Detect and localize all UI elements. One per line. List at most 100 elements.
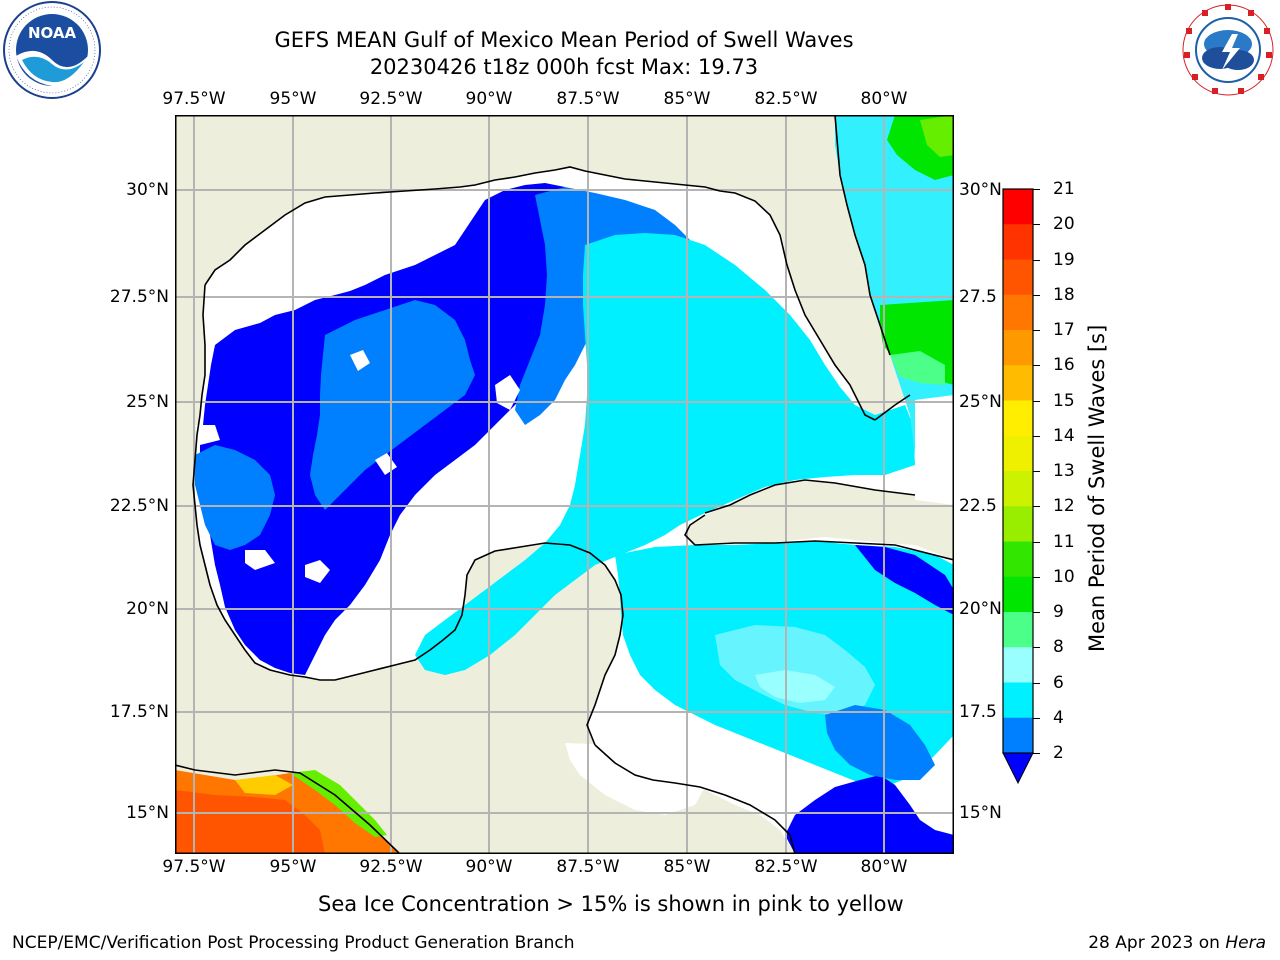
colorbar-under-triangle (1002, 752, 1034, 785)
colorbar-segment (1003, 259, 1033, 296)
map-frame (175, 115, 954, 854)
lat-label-left: 20°N (126, 599, 169, 619)
colorbar-tick-label: 18 (1053, 284, 1075, 305)
lat-label-right: 15°N (959, 803, 1002, 823)
colorbar-tick-mark (1033, 189, 1040, 190)
colorbar-segment (1003, 541, 1033, 578)
footer-machine: Hera (1225, 933, 1266, 953)
lat-label-left: 22.5°N (109, 496, 169, 516)
map-panel (175, 115, 954, 854)
colorbar-tick-mark (1033, 224, 1040, 226)
lat-label-left: 25°N (126, 392, 169, 412)
colorbar-tick-mark (1033, 294, 1040, 296)
colorbar-segment (1003, 189, 1033, 225)
colorbar-tick-label: 17 (1053, 320, 1075, 340)
lat-label-left: 17.5°N (109, 702, 169, 722)
swell-region-yellow (235, 775, 293, 795)
footer-date-text: 28 Apr 2023 on (1088, 933, 1226, 953)
colorbar-tick-label: 19 (1053, 249, 1075, 270)
lon-label-top: 80°W (860, 89, 908, 109)
lat-label-right: 17.5 (959, 702, 997, 722)
lon-label-top: 82.5°W (754, 89, 818, 109)
colorbar-segment (1003, 294, 1033, 331)
swell-region-green (290, 770, 387, 837)
lat-label-left: 15°N (126, 803, 169, 823)
colorbar-tick-label: 10 (1053, 566, 1075, 587)
colorbar-tick-mark (1033, 400, 1040, 402)
colorbar-tick-mark (1033, 541, 1040, 543)
colorbar-tick-label: 14 (1053, 425, 1075, 446)
swell-region-lightgreen (890, 351, 945, 385)
colorbar-tick-label: 9 (1053, 602, 1064, 622)
lon-label-top: 85°W (663, 89, 711, 109)
footer-date: 28 Apr 2023 on Hera (1088, 933, 1266, 953)
colorbar-tick-label: 13 (1053, 461, 1075, 481)
colorbar-tick-mark (1033, 471, 1040, 472)
lon-label-bottom: 97.5°W (162, 857, 226, 877)
footer-credit: NCEP/EMC/Verification Post Processing Pr… (12, 933, 575, 953)
swell-region-cyan (415, 233, 915, 675)
lon-label-bottom: 87.5°W (556, 857, 620, 877)
lat-label-right: 30°N (959, 180, 1002, 200)
lon-label-top: 90°W (465, 89, 513, 109)
lon-label-bottom: 82.5°W (754, 857, 818, 877)
noaa-logo-text: NOAA (28, 24, 77, 42)
swell-region-midblue (825, 705, 935, 780)
colorbar-tick-mark (1033, 753, 1040, 754)
colorbar-tick-mark (1033, 647, 1040, 649)
lon-label-top: 87.5°W (556, 89, 620, 109)
lon-label-top: 92.5°W (359, 89, 423, 109)
lon-label-bottom: 95°W (269, 857, 317, 877)
colorbar-tick-mark (1033, 259, 1040, 261)
swell-region-lightcyan (755, 670, 835, 703)
lon-label-top: 97.5°W (162, 89, 226, 109)
colorbar-tick-mark (1033, 576, 1040, 578)
colorbar-segment (1003, 471, 1033, 507)
no-data-area (305, 560, 330, 583)
colorbar-segment (1003, 330, 1033, 366)
no-data-area (245, 550, 275, 570)
map-subtitle: 20230426 t18z 000h fcst Max: 19.73 (369, 55, 759, 79)
map-grid (175, 115, 954, 854)
colorbar-tick-label: 2 (1053, 743, 1064, 763)
no-data-area (195, 425, 220, 445)
swell-region-blue (855, 545, 954, 615)
colorbar-segment (1003, 682, 1033, 719)
coastline (175, 115, 954, 854)
colorbar-tick-mark (1033, 330, 1040, 331)
no-data-area (335, 240, 375, 280)
colorbar-segment (1003, 717, 1033, 754)
sea-ice-note: Sea Ice Concentration > 15% is shown in … (318, 892, 904, 916)
colorbar-tick-label: 8 (1053, 637, 1064, 658)
colorbar-tick-mark (1033, 717, 1040, 719)
colorbar-segment (1003, 647, 1033, 683)
colorbar-segment (1003, 576, 1033, 613)
swell-region-blue (785, 775, 954, 854)
lon-label-bottom: 85°W (663, 857, 711, 877)
swell-region-red (175, 790, 325, 854)
no-data-area (915, 395, 954, 505)
colorbar-tick-mark (1033, 612, 1040, 613)
lat-label-right: 25°N (959, 392, 1002, 412)
colorbar-tick-mark (1033, 435, 1040, 437)
colorbar-segment (1003, 435, 1033, 472)
map-title: GEFS MEAN Gulf of Mexico Mean Period of … (274, 28, 854, 52)
colorbar-tick-label: 16 (1053, 355, 1075, 376)
swell-region-midblue (310, 300, 475, 510)
lat-label-right: 22.5 (959, 496, 997, 516)
colorbar (1002, 188, 1034, 785)
colorbar-tick-label: 15 (1053, 390, 1075, 411)
noaa-logo: NOAA (2, 0, 102, 100)
colorbar-tick-mark (1033, 682, 1040, 684)
colorbar-tick-label: 20 (1053, 214, 1075, 235)
swell-region-lightgreen (920, 115, 954, 157)
no-data-area (350, 350, 370, 371)
swell-region-lightcyan (715, 625, 875, 715)
colorbar-tick-label: 4 (1053, 707, 1064, 728)
colorbar-tick-label: 6 (1053, 672, 1064, 693)
colorbar-tick-label: 11 (1053, 531, 1075, 552)
lon-label-bottom: 92.5°W (359, 857, 423, 877)
colorbar-segment (1003, 365, 1033, 401)
colorbar-segment (1003, 506, 1033, 542)
lon-label-bottom: 90°W (465, 857, 513, 877)
